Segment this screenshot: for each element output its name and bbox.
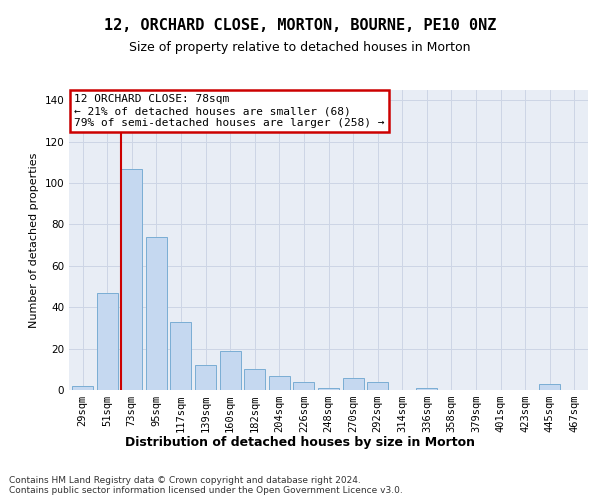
Text: Distribution of detached houses by size in Morton: Distribution of detached houses by size …	[125, 436, 475, 449]
Bar	[146, 237, 167, 390]
Bar	[72, 386, 93, 390]
Text: Size of property relative to detached houses in Morton: Size of property relative to detached ho…	[129, 41, 471, 54]
Y-axis label: Number of detached properties: Number of detached properties	[29, 152, 39, 328]
Text: 12, ORCHARD CLOSE, MORTON, BOURNE, PE10 0NZ: 12, ORCHARD CLOSE, MORTON, BOURNE, PE10 …	[104, 18, 496, 32]
Bar	[318, 388, 339, 390]
Bar	[121, 168, 142, 390]
Bar	[343, 378, 364, 390]
Bar	[539, 384, 560, 390]
Bar	[244, 370, 265, 390]
Bar	[97, 293, 118, 390]
Bar	[269, 376, 290, 390]
Bar	[195, 365, 216, 390]
Bar	[367, 382, 388, 390]
Bar	[220, 350, 241, 390]
Text: 12 ORCHARD CLOSE: 78sqm
← 21% of detached houses are smaller (68)
79% of semi-de: 12 ORCHARD CLOSE: 78sqm ← 21% of detache…	[74, 94, 385, 128]
Text: Contains HM Land Registry data © Crown copyright and database right 2024.
Contai: Contains HM Land Registry data © Crown c…	[9, 476, 403, 495]
Bar	[170, 322, 191, 390]
Bar	[293, 382, 314, 390]
Bar	[416, 388, 437, 390]
